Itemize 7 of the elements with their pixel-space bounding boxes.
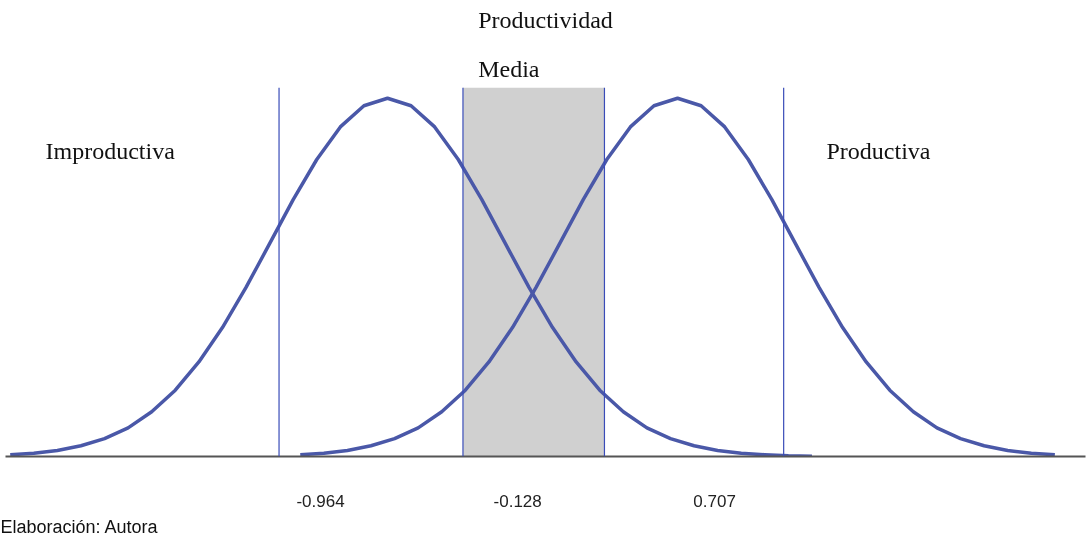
x-tick-label: 0.707	[693, 491, 736, 511]
text: Productividad Media	[478, 7, 613, 83]
x-tick-label: -0.128	[493, 491, 542, 511]
x-tick-label: -0.964	[296, 491, 345, 511]
annotation: Productiva	[826, 137, 931, 164]
annotation: Improductiva	[45, 137, 176, 164]
text: Elaboración: Autora	[0, 516, 159, 537]
